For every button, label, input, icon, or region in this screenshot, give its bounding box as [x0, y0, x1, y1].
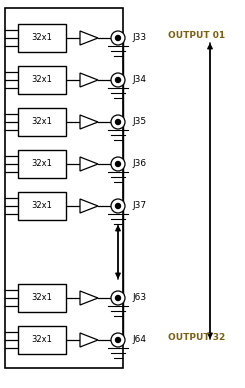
Circle shape	[111, 157, 125, 171]
Polygon shape	[80, 157, 98, 171]
Circle shape	[111, 73, 125, 87]
Circle shape	[115, 161, 121, 166]
Circle shape	[115, 338, 121, 343]
Text: J34: J34	[132, 76, 146, 85]
Text: 32x1: 32x1	[32, 76, 52, 85]
Bar	[18, 192, 66, 220]
Bar	[18, 108, 66, 136]
Polygon shape	[80, 115, 98, 129]
Circle shape	[111, 333, 125, 347]
Circle shape	[111, 115, 125, 129]
Text: 32x1: 32x1	[32, 293, 52, 303]
Circle shape	[115, 120, 121, 125]
Bar	[18, 24, 66, 52]
Text: J63: J63	[132, 293, 146, 303]
Text: J64: J64	[132, 336, 146, 345]
Text: J37: J37	[132, 201, 146, 211]
Polygon shape	[80, 73, 98, 87]
Text: J33: J33	[132, 33, 146, 43]
Polygon shape	[80, 291, 98, 305]
Bar	[18, 150, 66, 178]
Text: 32x1: 32x1	[32, 201, 52, 211]
Circle shape	[111, 31, 125, 45]
Bar	[18, 66, 66, 94]
Polygon shape	[80, 31, 98, 45]
Polygon shape	[80, 199, 98, 213]
Circle shape	[115, 35, 121, 40]
Text: 32x1: 32x1	[32, 336, 52, 345]
Text: OUTPUT 32: OUTPUT 32	[168, 334, 225, 343]
Bar	[5, 8, 123, 368]
Circle shape	[115, 296, 121, 300]
Bar	[18, 326, 66, 354]
Text: 32x1: 32x1	[32, 118, 52, 126]
Circle shape	[115, 78, 121, 83]
Circle shape	[115, 203, 121, 208]
Text: OUTPUT 01: OUTPUT 01	[168, 31, 225, 40]
Circle shape	[111, 291, 125, 305]
Text: 32x1: 32x1	[32, 159, 52, 168]
Text: 32x1: 32x1	[32, 33, 52, 43]
Circle shape	[111, 199, 125, 213]
Polygon shape	[80, 333, 98, 347]
Bar	[18, 284, 66, 312]
Text: J36: J36	[132, 159, 146, 168]
Text: J35: J35	[132, 118, 146, 126]
